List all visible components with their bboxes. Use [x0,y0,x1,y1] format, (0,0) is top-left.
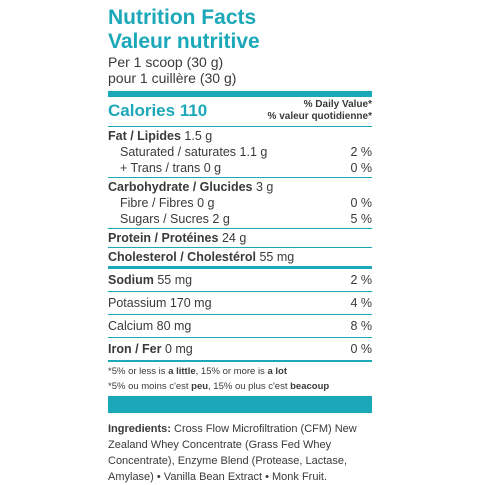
dv-header: % Daily Value*% valeur quotidienne* [268,99,372,123]
footnote-text: *5% or less is [108,366,169,377]
nutrient-name: Sodium [108,273,154,287]
nutrient-group: Iron / Fer 0 mg 0 % [108,338,372,362]
nutrient-name: Sugars / Sucres [120,212,209,226]
dv-fr: % valeur quotidienne* [267,111,372,122]
nutrient-row: Fibre / Fibres 0 g 0 % [108,195,372,211]
nutrient-row: Saturated / saturates 1.1 g 2 % [108,144,372,160]
nutrient: Fat / Lipides 1.5 g [108,128,212,144]
nutrient-amount: 170 mg [169,296,212,310]
nutrient: Fibre / Fibres 0 g [120,195,215,211]
serving: Per 1 scoop (30 g) [108,54,224,70]
nutrient-row: Cholesterol / Cholestérol 55 mg [108,249,372,265]
nutrient-amount: 2 g [212,212,230,226]
daily-value: 0 % [350,161,372,175]
footnote-text: a lot [267,366,287,377]
footnote-text: *5% ou moins c'est [108,381,192,392]
nutrient-row: Potassium 170 mg 4 % [108,293,372,313]
nutrient: + Trans / trans 0 g [120,160,221,176]
nutrient-name: Cholesterol / Cholestérol [108,250,256,264]
nutrient-amount: 3 g [255,180,274,194]
nutrient-name: + Trans / trans [120,161,201,175]
daily-value: 2 % [350,273,372,287]
nutrient-amount: 55 mg [259,250,295,264]
nutrient-name: Fibre / Fibres [120,196,194,210]
daily-value: 8 % [350,319,372,333]
nutrient-name: Protein / Protéines [108,231,219,245]
nutrient-amount: 24 g [221,231,247,245]
rule [108,91,372,97]
nutrient-amount: 1.1 g [239,145,268,159]
calories-row: Calories 110 % Daily Value*% valeur quoti… [108,97,372,127]
daily-value: 5 % [350,212,372,226]
nutrient-name: Potassium [108,296,167,310]
footnote: *5% or less is a little, 15% or more is … [108,364,372,379]
nutrient-amount: 0 g [203,161,222,175]
title: Nutrition Facts [108,6,257,29]
nutrient-name: Calcium [108,319,154,333]
calories-label: Calories [108,101,176,120]
nutrient-name: Iron / Fer [108,342,162,356]
nutrient: Sugars / Sucres 2 g [120,211,230,227]
nutrient: Iron / Fer 0 mg [108,339,193,359]
nutrient-group: Cholesterol / Cholestérol 55 mg [108,248,372,269]
nutrient-row: Sugars / Sucres 2 g 5 % [108,211,372,227]
footnote-text: , 15% or more is [195,366,268,377]
nutrient: Sodium 55 mg [108,270,192,290]
nutrient-group: Carbohydrate / Glucides 3 g Fibre / Fibre… [108,178,372,229]
dv-en: % Daily Value* [303,99,372,110]
nutrient: Carbohydrate / Glucides 3 g [108,179,273,195]
daily-value: 2 % [350,145,372,159]
nutrient-row: Calcium 80 mg 8 % [108,316,372,336]
nutrient-row: Sodium 55 mg 2 % [108,270,372,290]
nutrient-group: Potassium 170 mg 4 % [108,292,372,315]
rule [108,396,372,413]
daily-value: 0 % [350,196,372,210]
calories: Calories 110 [108,101,207,121]
footnotes: *5% or less is a little, 15% or more is … [108,362,372,394]
nutrient-row: Protein / Protéines 24 g [108,230,372,246]
nutrient-name: Saturated / saturates [120,145,237,159]
footnote-text: peu [191,381,209,392]
ingredients: Ingredients: Cross Flow Microfiltration … [108,421,372,485]
ingredients-label: Ingredients: [108,423,171,435]
nutrient: Potassium 170 mg [108,293,212,313]
daily-value: 0 % [350,342,372,356]
nutrient-amount: 80 mg [156,319,192,333]
nutrient: Cholesterol / Cholestérol 55 mg [108,249,294,265]
ingredients-text: Cross Flow Microfiltration (CFM) New Zea… [108,423,357,483]
footnote-text: a little [168,366,196,377]
nutrient-name: Fat / Lipides [108,129,181,143]
nutrient-row: Carbohydrate / Glucides 3 g [108,179,372,195]
title-fr: Valeur nutritive [108,30,260,53]
calories-value: 110 [179,101,208,120]
nutrient-row: Iron / Fer 0 mg 0 % [108,339,372,359]
nutrient-group: Calcium 80 mg 8 % [108,315,372,338]
nutrient-name: Carbohydrate / Glucides [108,180,253,194]
nutrient: Protein / Protéines 24 g [108,230,246,246]
footnote-text: beacoup [290,381,330,392]
serving-fr: pour 1 cuillère (30 g) [108,70,237,86]
nutrient-amount: 0 mg [164,342,193,356]
nutrient: Calcium 80 mg [108,316,191,336]
nutrition-label: Nutrition Facts Valeur nutritive Per 1 sco… [108,6,372,485]
nutrient-row: Fat / Lipides 1.5 g [108,128,372,144]
nutrient-group: Protein / Protéines 24 g [108,229,372,248]
nutrient-amount: 0 g [197,196,215,210]
nutrient-amount: 1.5 g [184,129,213,143]
nutrient-row: + Trans / trans 0 g 0 % [108,160,372,176]
footnote-text: , 15% ou plus c'est [208,381,291,392]
nutrient: Saturated / saturates 1.1 g [120,144,267,160]
nutrient-amount: 55 mg [157,273,193,287]
daily-value: 4 % [350,296,372,310]
footnote: *5% ou moins c'est peu, 15% ou plus c'es… [108,379,372,394]
nutrient-group: Sodium 55 mg 2 % [108,269,372,292]
nutrient-group: Fat / Lipides 1.5 g Saturated / saturates… [108,127,372,178]
